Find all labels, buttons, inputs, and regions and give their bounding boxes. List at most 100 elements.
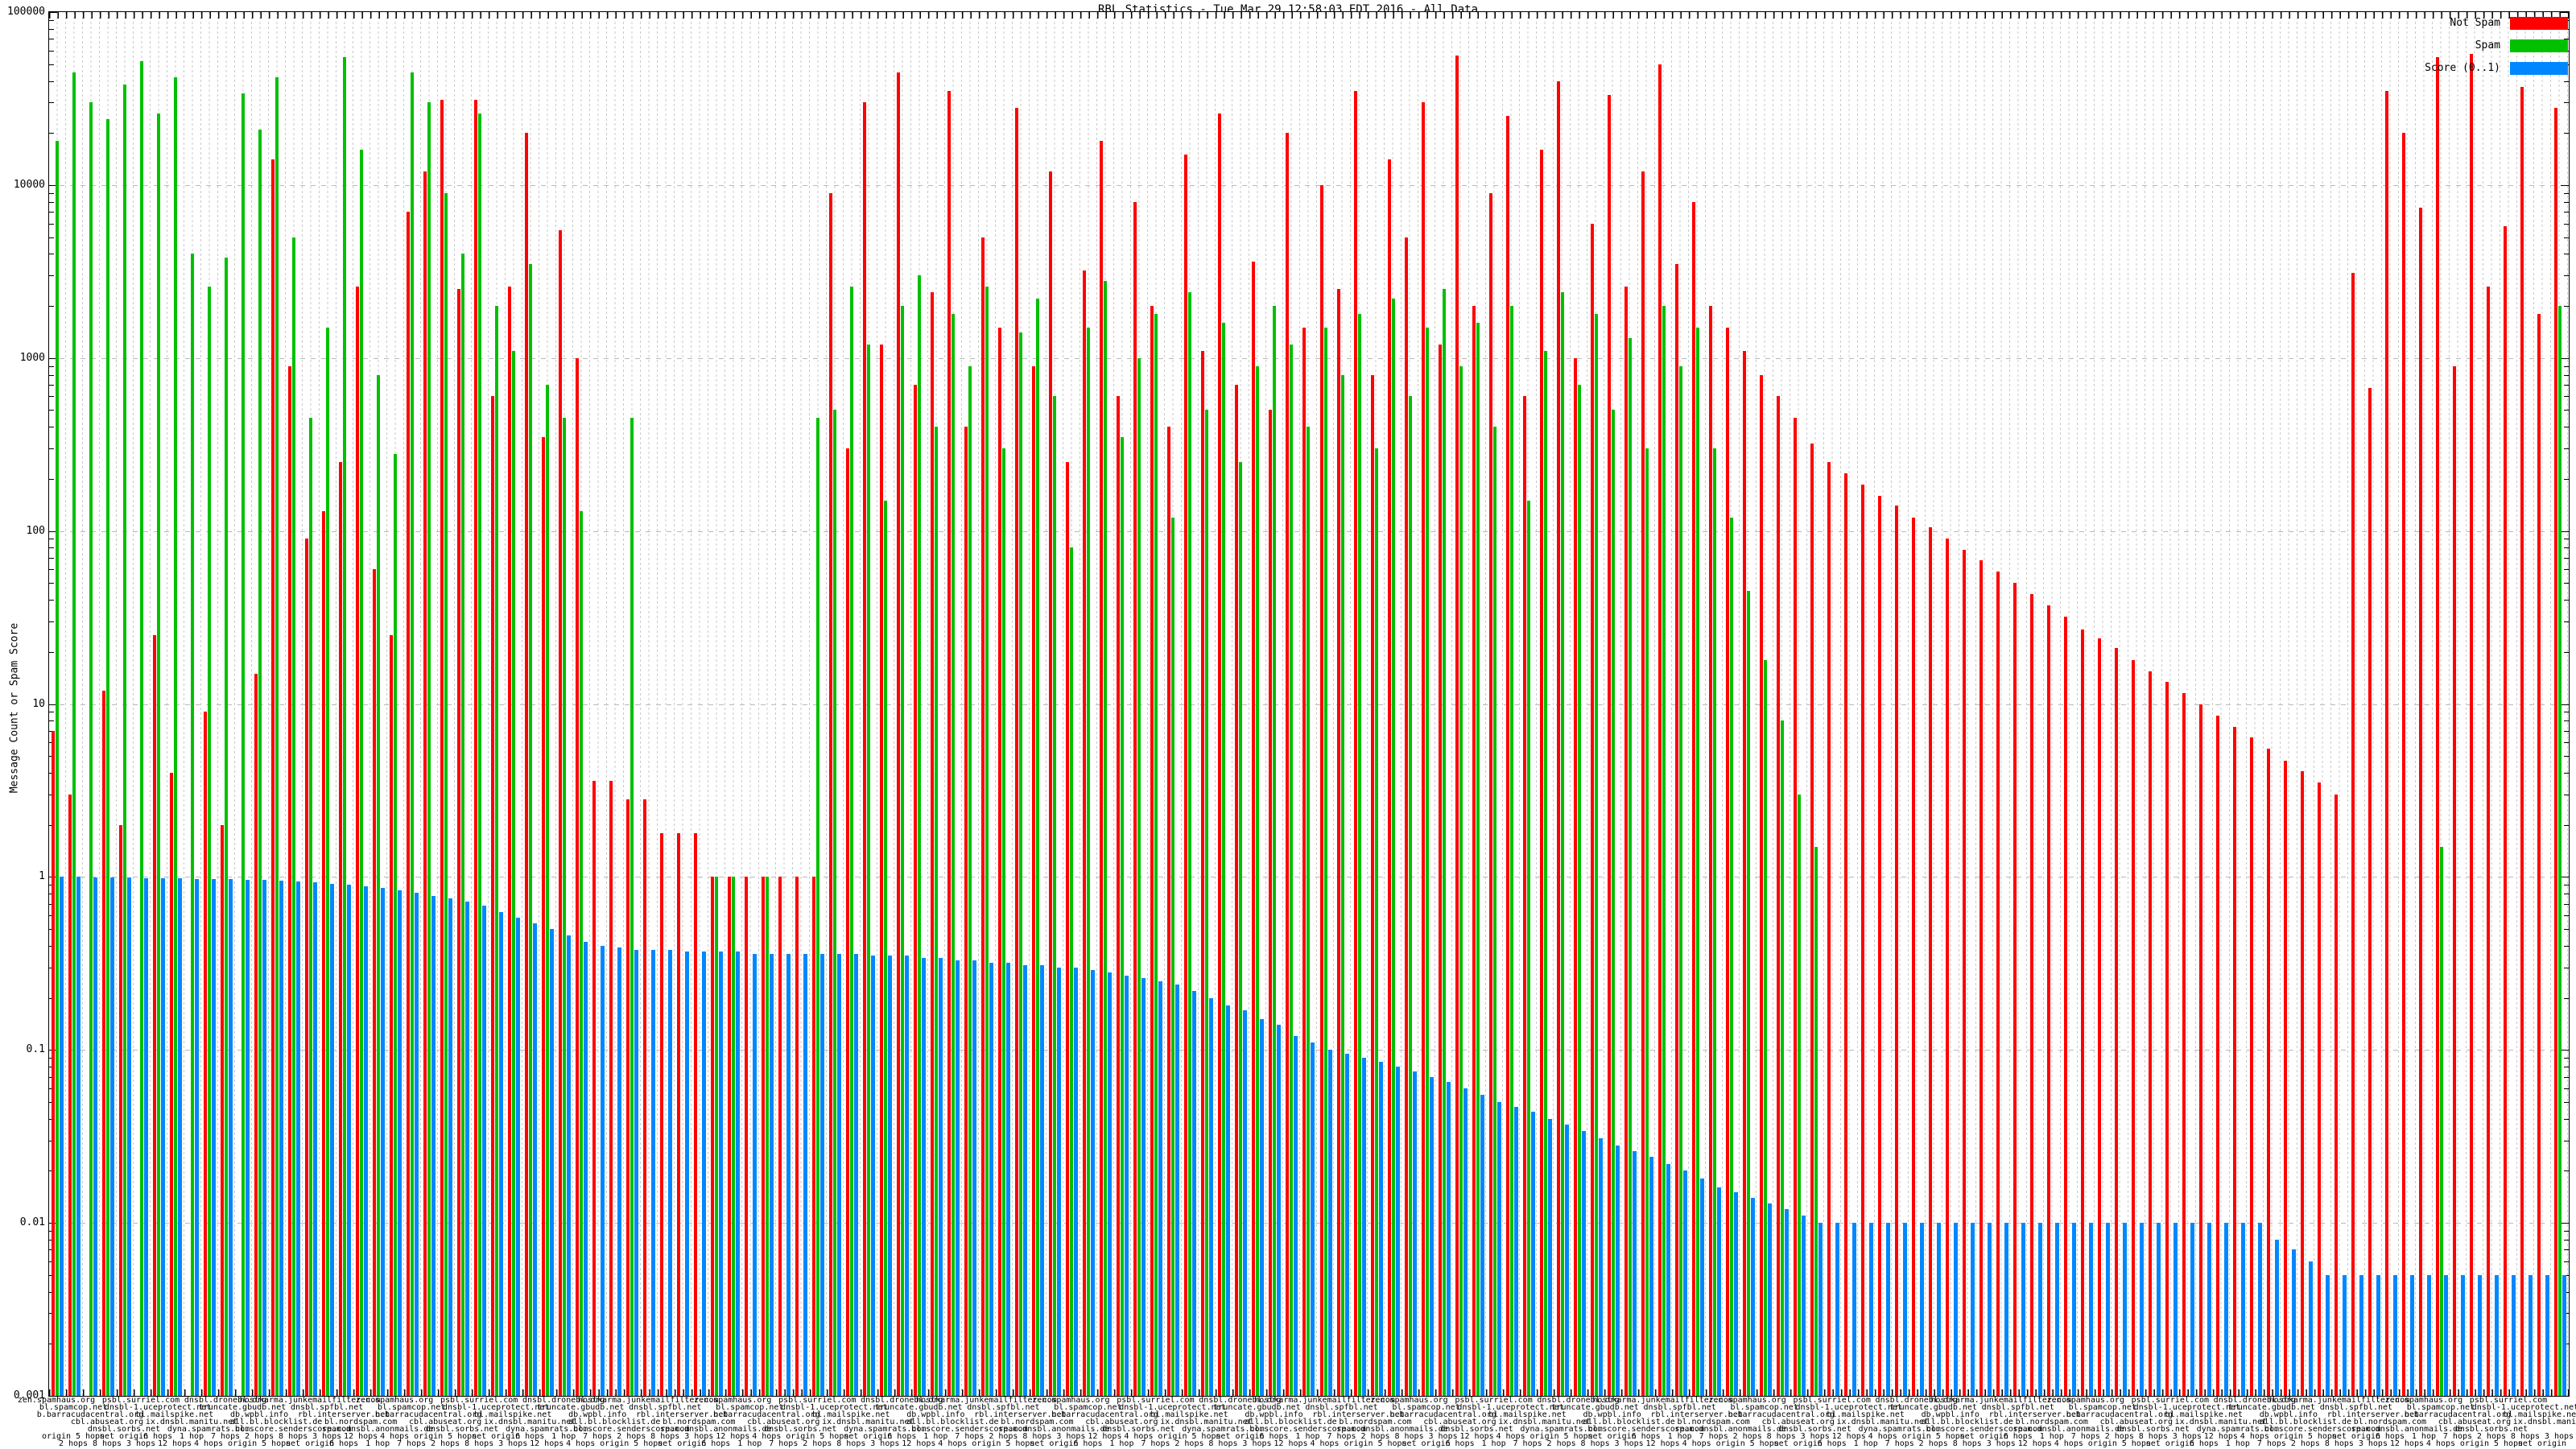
x-tick-qualifier: 5 hops — [75, 1432, 105, 1441]
x-tick-qualifier: 6 hops — [2189, 1439, 2219, 1448]
bar-score-0-1 — [2494, 1274, 2499, 1396]
y-major-tick — [2561, 704, 2569, 705]
bar-spam — [1070, 547, 1074, 1396]
y-minor-tick — [49, 223, 54, 225]
y-minor-tick — [49, 547, 54, 549]
y-tick-label: 1000 — [19, 351, 45, 364]
bar-not-spam — [1843, 473, 1847, 1396]
bar-score-0-1 — [2088, 1223, 2093, 1396]
y-tick-label: 0.1 — [26, 1043, 45, 1056]
x-tick-label: bl.nordspam.com — [2015, 1418, 2088, 1426]
x-tick-label: dnsbl.spfbl.net — [290, 1403, 364, 1412]
bar-spam — [867, 344, 871, 1396]
bar-score-0-1 — [1987, 1223, 1992, 1396]
x-tick-label: bl.spamcop.net — [1054, 1403, 1122, 1412]
x-tick-label: all.bl.blocklist.de — [229, 1418, 323, 1426]
bar-not-spam — [254, 673, 258, 1396]
bar-spam — [816, 418, 820, 1396]
bar-spam — [444, 192, 448, 1396]
y-minor-tick — [49, 275, 54, 277]
bar-score-0-1 — [195, 879, 200, 1396]
bar-spam — [1780, 720, 1784, 1396]
bar-spam — [630, 418, 634, 1396]
bar-not-spam — [1928, 527, 1932, 1396]
bar-spam — [427, 102, 431, 1396]
bar-score-0-1 — [905, 956, 910, 1396]
x-tick-qualifier: 1 hop — [2039, 1432, 2064, 1441]
x-tick-qualifier: 2 hops — [803, 1439, 832, 1448]
x-tick-qualifier: 4 hops — [380, 1432, 410, 1441]
x-tick-label: zen.spamhaus.org — [355, 1396, 434, 1405]
x-tick-label: zen.spamhaus.org — [2046, 1396, 2124, 1405]
x-tick-qualifier: 6 hops — [2375, 1432, 2405, 1441]
bar-not-spam — [981, 237, 985, 1396]
x-tick-qualifier: origin — [41, 1432, 72, 1441]
bar-not-spam — [2553, 107, 2557, 1396]
x-tick-qualifier: 1 hop — [1667, 1432, 1692, 1441]
y-minor-tick — [49, 583, 54, 584]
bar-score-0-1 — [2004, 1223, 2008, 1396]
x-tick-qualifier: 1 hop — [2225, 1439, 2250, 1448]
bar-score-0-1 — [1327, 1050, 1332, 1396]
y-minor-tick — [2564, 1261, 2569, 1262]
bar-spam — [258, 129, 262, 1396]
x-tick-qualifier: 1 hop — [737, 1439, 762, 1448]
bar-not-spam — [474, 100, 478, 1396]
x-tick-qualifier: 2 hops — [58, 1439, 89, 1448]
bar-not-spam — [2097, 638, 2101, 1396]
x-tick-qualifier: net origin — [2331, 1432, 2381, 1441]
bar-spam — [394, 453, 398, 1396]
x-tick-qualifier: 2 hops — [2290, 1439, 2320, 1448]
bar-spam — [1188, 292, 1192, 1396]
y-minor-tick — [2564, 385, 2569, 386]
bar-spam — [1729, 517, 1733, 1396]
bar-not-spam — [2401, 133, 2405, 1396]
x-tick-qualifier: 8 hops — [1952, 1439, 1982, 1448]
y-minor-tick — [2564, 651, 2569, 653]
x-tick-label: truncate.gbudb.net — [875, 1403, 963, 1412]
x-tick-label: dnsbl.sorbs.net — [2116, 1425, 2190, 1434]
x-tick-label: bl.spamcop.net — [716, 1403, 784, 1412]
bar-score-0-1 — [398, 890, 402, 1396]
bar-not-spam — [660, 832, 664, 1396]
x-tick-label: psbl.surriel.com — [778, 1396, 857, 1405]
x-tick-label: bl.spamcop.net — [39, 1403, 108, 1412]
x-tick-label: dnsbl.spfbl.net — [2319, 1403, 2393, 1412]
bar-spam — [580, 511, 584, 1396]
y-tick-label: 0.01 — [19, 1216, 45, 1229]
bar-score-0-1 — [770, 953, 774, 1396]
x-tick-label: bl.nordspam.com — [324, 1418, 398, 1426]
legend-swatch-not-spam — [2510, 16, 2568, 30]
x-tick-qualifier: net origin — [285, 1439, 335, 1448]
bar-score-0-1 — [1040, 964, 1045, 1396]
bar-not-spam — [2384, 90, 2388, 1396]
x-tick-qualifier: 6 hops — [701, 1439, 731, 1448]
bar-score-0-1 — [2173, 1223, 2178, 1396]
x-tick-label: bl.score.senderscore.com — [1249, 1425, 1366, 1434]
x-tick-label: bl.mailspike.net — [1488, 1410, 1567, 1419]
y-major-tick — [2561, 530, 2569, 532]
x-tick-qualifier: 4 hops — [1124, 1432, 1154, 1441]
bar-not-spam — [2063, 616, 2067, 1396]
x-tick-qualifier: 6 hops — [142, 1432, 173, 1441]
y-major-tick — [2561, 1050, 2569, 1051]
x-tick-label: dnsbl.sorbs.net — [2454, 1425, 2529, 1434]
bar-spam — [1002, 448, 1006, 1396]
x-tick-label: dnsbl-1.uceprotect.net — [2471, 1403, 2576, 1412]
x-tick-qualifier: 7 hops — [1513, 1439, 1542, 1448]
bar-score-0-1 — [262, 880, 267, 1396]
bar-score-0-1 — [533, 923, 538, 1396]
bar-not-spam — [68, 794, 72, 1396]
y-minor-tick — [2564, 1088, 2569, 1089]
bar-not-spam — [1438, 344, 1442, 1396]
y-minor-tick — [49, 19, 54, 21]
bar-score-0-1 — [1006, 962, 1011, 1396]
bar-score-0-1 — [1023, 964, 1028, 1396]
x-tick-qualifier: net origin — [658, 1439, 707, 1448]
y-minor-tick — [49, 192, 54, 194]
x-tick-label: dnsbl-1.uceprotect.net — [2133, 1403, 2241, 1412]
bar-not-spam — [677, 832, 681, 1396]
bar-not-spam — [1742, 350, 1746, 1396]
x-tick-label: rbl.interserver.net — [2326, 1410, 2420, 1419]
bar-spam — [106, 119, 110, 1396]
